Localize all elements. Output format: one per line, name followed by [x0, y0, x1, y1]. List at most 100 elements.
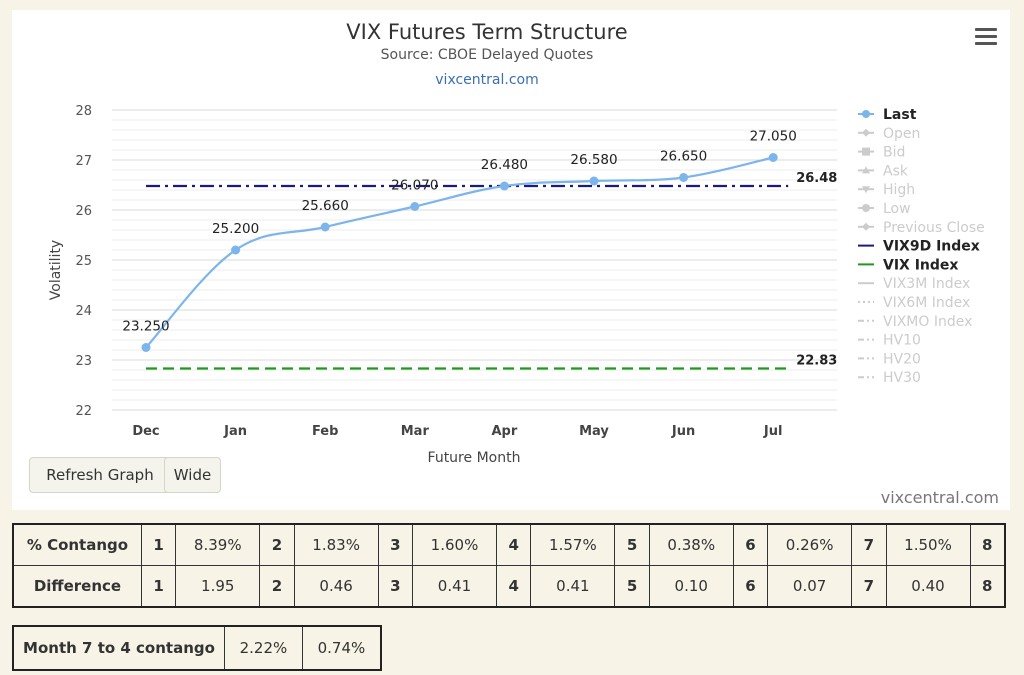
- y-tick-label: 25: [75, 254, 92, 269]
- legend-label: VIX3M Index: [883, 276, 970, 292]
- refresh-graph-button[interactable]: Refresh Graph: [29, 457, 171, 493]
- month-index: 8: [969, 523, 1006, 566]
- legend-item[interactable]: VIX3M Index: [858, 276, 970, 292]
- legend-item[interactable]: Bid: [858, 145, 905, 161]
- difference-row: Difference 1 1.95 2 0.46 3 0.41 4 0.41 5…: [12, 565, 1006, 608]
- data-label: 26.070: [391, 178, 438, 194]
- legend-marker: [862, 204, 870, 212]
- data-label: 26.580: [570, 152, 617, 168]
- legend-item[interactable]: HV10: [858, 333, 921, 349]
- legend: Last Open Bid Ask High Low Previous Close VIX9D…: [858, 107, 985, 386]
- legend-item[interactable]: HV30: [858, 370, 921, 386]
- month-index: 1: [140, 565, 177, 608]
- legend-label: HV30: [883, 370, 921, 386]
- difference-value: 0.07: [767, 565, 853, 608]
- legend-item[interactable]: Ask: [858, 163, 909, 179]
- difference-value: 0.41: [530, 565, 616, 608]
- x-axis-ticks: Dec Jan Feb Mar Apr May Jun Jul: [132, 424, 782, 439]
- y-tick-label: 22: [75, 404, 92, 419]
- contango-value: 1.60%: [411, 523, 498, 566]
- contango-value: 0.38%: [648, 523, 734, 566]
- month-7-to-4-value: 2.22%: [224, 625, 303, 671]
- legend-item[interactable]: Open: [858, 126, 920, 142]
- x-axis-title: Future Month: [428, 450, 521, 466]
- y-tick-label: 26: [75, 204, 92, 219]
- legend-item[interactable]: Last: [858, 107, 917, 123]
- month-index: 5: [614, 523, 650, 566]
- legend-item[interactable]: VIX6M Index: [858, 295, 970, 311]
- site-link[interactable]: vixcentral.com: [435, 72, 538, 88]
- difference-value: 0.10: [648, 565, 734, 608]
- month-7-to-4-row: Month 7 to 4 contango 2.22% 0.74%: [12, 625, 382, 671]
- data-label: 25.200: [212, 221, 259, 237]
- legend-label: HV20: [883, 351, 921, 367]
- wide-button[interactable]: Wide: [164, 457, 221, 493]
- data-label: 23.250: [122, 319, 169, 335]
- data-point: [141, 343, 151, 352]
- month-index: 6: [732, 523, 769, 566]
- chart-subtitle: Source: CBOE Delayed Quotes: [381, 47, 594, 63]
- x-tick-label: Jun: [671, 424, 695, 439]
- legend-item[interactable]: VIX9D Index: [858, 239, 980, 255]
- month-index: 7: [851, 523, 887, 566]
- hamburger-menu-icon[interactable]: [975, 28, 997, 46]
- legend-item[interactable]: VIX Index: [858, 257, 958, 273]
- month-index: 7: [851, 565, 887, 608]
- data-point: [231, 245, 241, 255]
- data-point: [768, 153, 778, 162]
- contango-value: 0.26%: [767, 523, 853, 566]
- legend-label: Bid: [883, 145, 905, 161]
- difference-value: 0.40: [885, 565, 971, 608]
- legend-label: HV10: [883, 333, 921, 349]
- legend-label: VIX Index: [883, 257, 958, 273]
- difference-value: 0.46: [293, 565, 379, 608]
- data-point: [499, 181, 509, 191]
- legend-item[interactable]: High: [858, 182, 915, 198]
- chart-credit[interactable]: vixcentral.com: [881, 488, 999, 507]
- data-point: [410, 202, 420, 211]
- row-header: Difference: [12, 565, 142, 608]
- x-tick-label: Feb: [312, 424, 338, 439]
- legend-label: Low: [883, 201, 911, 217]
- month-index: 2: [259, 565, 295, 608]
- y-axis-title: Volatility: [48, 240, 64, 300]
- month-index: 3: [377, 523, 414, 566]
- row-header: % Contango: [12, 523, 142, 566]
- reference-lines: 26.48 22.83: [146, 171, 837, 370]
- reference-line-label: 26.48: [796, 171, 837, 186]
- data-label: 26.480: [481, 157, 528, 173]
- legend-marker: [862, 110, 870, 118]
- data-point: [320, 222, 330, 232]
- legend-item[interactable]: Previous Close: [858, 220, 985, 236]
- legend-label: High: [883, 182, 915, 198]
- month-index: 8: [969, 565, 1006, 608]
- legend-item[interactable]: Low: [858, 201, 911, 217]
- grid: [112, 109, 837, 411]
- legend-marker: [862, 166, 870, 174]
- month-index: 5: [614, 565, 650, 608]
- contango-value: 1.83%: [293, 523, 379, 566]
- chart-title: VIX Futures Term Structure: [346, 20, 627, 44]
- month-index: 4: [496, 523, 532, 566]
- chart-svg: VIX Futures Term Structure Source: CBOE …: [48, 20, 999, 507]
- legend-item[interactable]: VIXMO Index: [858, 314, 972, 330]
- legend-marker: [862, 147, 870, 156]
- x-tick-label: Apr: [492, 424, 518, 439]
- y-axis-ticks: 22 23 24 25 26 27 28: [75, 104, 92, 419]
- legend-item[interactable]: HV20: [858, 351, 921, 367]
- x-tick-label: Dec: [132, 424, 159, 439]
- x-tick-label: Mar: [401, 424, 430, 439]
- month-index: 6: [732, 565, 769, 608]
- legend-label: Open: [883, 126, 920, 142]
- month-index: 2: [259, 523, 295, 566]
- legend-label: Last: [883, 107, 917, 123]
- contango-table: % Contango 1 8.39% 2 1.83% 3 1.60% 4 1.5…: [12, 523, 1006, 608]
- difference-value: 1.95: [175, 565, 261, 608]
- y-tick-label: 24: [75, 304, 92, 319]
- reference-line-label: 22.83: [796, 354, 837, 369]
- legend-marker: [862, 128, 870, 137]
- y-tick-label: 23: [75, 354, 92, 369]
- month-index: 3: [377, 565, 414, 608]
- contango-value: 1.57%: [530, 523, 616, 566]
- legend-marker: [862, 186, 870, 194]
